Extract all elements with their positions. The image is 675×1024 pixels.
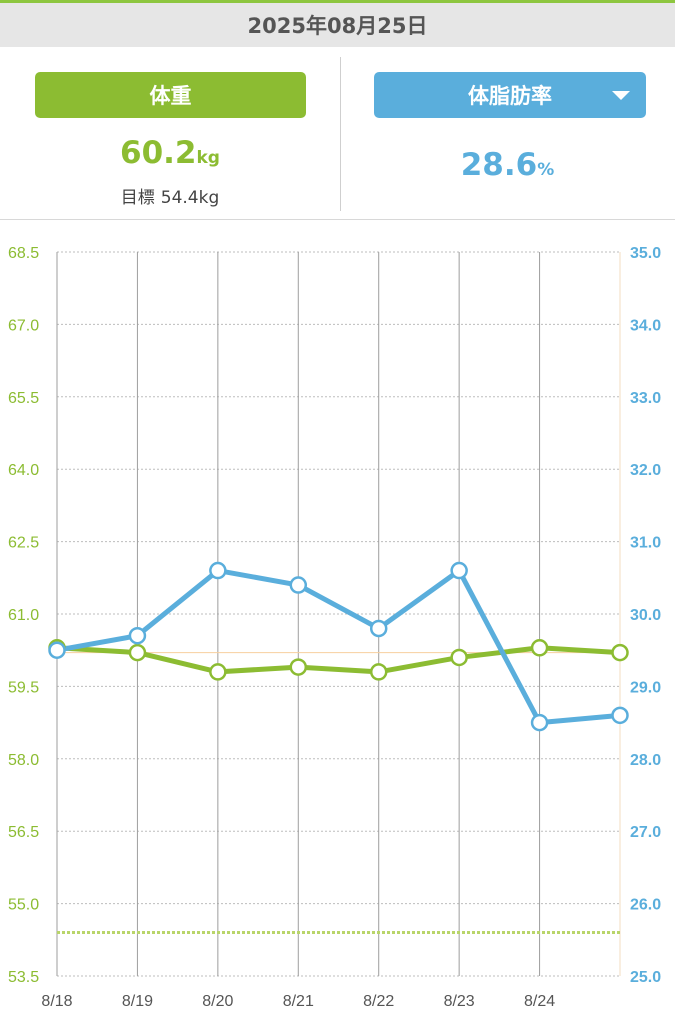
left-axis-tick-label: 53.5 xyxy=(8,969,39,986)
body-fat-dropdown-button[interactable]: 体脂肪率 xyxy=(374,72,646,118)
goal-value: 54.4kg xyxy=(160,188,220,208)
weight-data-point xyxy=(530,639,549,657)
body-fat-button-label: 体脂肪率 xyxy=(468,84,552,108)
left-axis-tick-label: 62.5 xyxy=(8,535,39,552)
x-axis-tick-label: 8/22 xyxy=(363,993,394,1010)
right-axis-tick-label: 31.0 xyxy=(630,535,661,552)
right-axis-tick-label: 35.0 xyxy=(630,245,661,262)
goal-weight: 目標 54.4kg xyxy=(0,183,340,208)
left-axis-tick-label: 58.0 xyxy=(8,752,39,769)
weight-unit: kg xyxy=(196,148,220,168)
panel-divider xyxy=(340,57,341,211)
right-axis-tick-label: 33.0 xyxy=(630,390,661,407)
weight-number: 60.2 xyxy=(120,135,197,171)
right-axis-tick-label: 30.0 xyxy=(630,607,661,624)
right-axis-tick-label: 29.0 xyxy=(630,679,661,696)
body-fat-unit: % xyxy=(537,160,555,180)
body-fat-data-point xyxy=(209,561,227,580)
body-fat-data-point xyxy=(369,619,388,638)
weight-data-point xyxy=(289,658,308,676)
body-fat-data-point xyxy=(450,561,468,580)
right-axis-tick-label: 32.0 xyxy=(630,462,661,479)
body-fat-value: 28.6% xyxy=(340,147,675,183)
summary-panel: 体重 60.2kg 目標 54.4kg 体脂肪率 28.6% xyxy=(0,47,675,220)
body-fat-data-point xyxy=(289,576,308,594)
right-axis-tick-label: 34.0 xyxy=(630,317,661,334)
left-axis-tick-label: 67.0 xyxy=(8,317,39,334)
weight-data-point xyxy=(209,663,227,681)
weight-data-point xyxy=(128,643,147,662)
weight-bodyfat-chart: 68.5 67.0 65.5 64.0 62.5 61.0 59.5 58.0 56.5 55.0… xyxy=(8,245,661,1010)
body-fat-number: 28.6 xyxy=(460,147,538,183)
weight-data-point xyxy=(369,663,388,681)
body-fat-data-point xyxy=(611,706,629,725)
weight-data-point xyxy=(450,648,468,667)
left-axis-tick-label: 59.5 xyxy=(8,679,39,696)
chevron-down-icon xyxy=(612,91,630,100)
date-header: 2025年08月25日 xyxy=(0,3,675,47)
x-axis-tick-label: 8/19 xyxy=(122,993,153,1010)
body-fat-data-point xyxy=(128,626,147,645)
body-fat-data-point xyxy=(48,641,66,659)
weight-value: 60.2kg xyxy=(0,135,340,171)
right-axis-tick-label: 27.0 xyxy=(630,824,661,841)
top-accent-line xyxy=(0,0,675,3)
right-axis-tick-label: 25.0 xyxy=(630,969,661,986)
left-axis-tick-label: 64.0 xyxy=(8,462,39,479)
right-axis-tick-label: 26.0 xyxy=(630,897,661,914)
left-axis-tick-label: 55.0 xyxy=(8,897,39,914)
x-axis-tick-label: 8/18 xyxy=(41,993,72,1010)
x-axis-tick-label: 8/21 xyxy=(283,993,314,1010)
left-axis-tick-label: 68.5 xyxy=(8,245,39,262)
weight-series-line xyxy=(54,645,623,675)
body-fat-series-line xyxy=(54,568,623,726)
body-fat-data-point xyxy=(530,713,549,732)
left-axis-tick-label: 61.0 xyxy=(8,607,39,624)
right-axis-tick-label: 28.0 xyxy=(630,752,661,769)
weight-data-point xyxy=(611,643,629,662)
weight-tab-button[interactable]: 体重 xyxy=(35,72,306,118)
left-axis-tick-label: 56.5 xyxy=(8,824,39,841)
left-axis-tick-label: 65.5 xyxy=(8,390,39,407)
x-axis-tick-label: 8/24 xyxy=(524,993,555,1010)
x-axis-tick-label: 8/23 xyxy=(444,993,475,1010)
x-axis-tick-label: 8/20 xyxy=(202,993,233,1010)
goal-label: 目標 xyxy=(120,188,155,208)
